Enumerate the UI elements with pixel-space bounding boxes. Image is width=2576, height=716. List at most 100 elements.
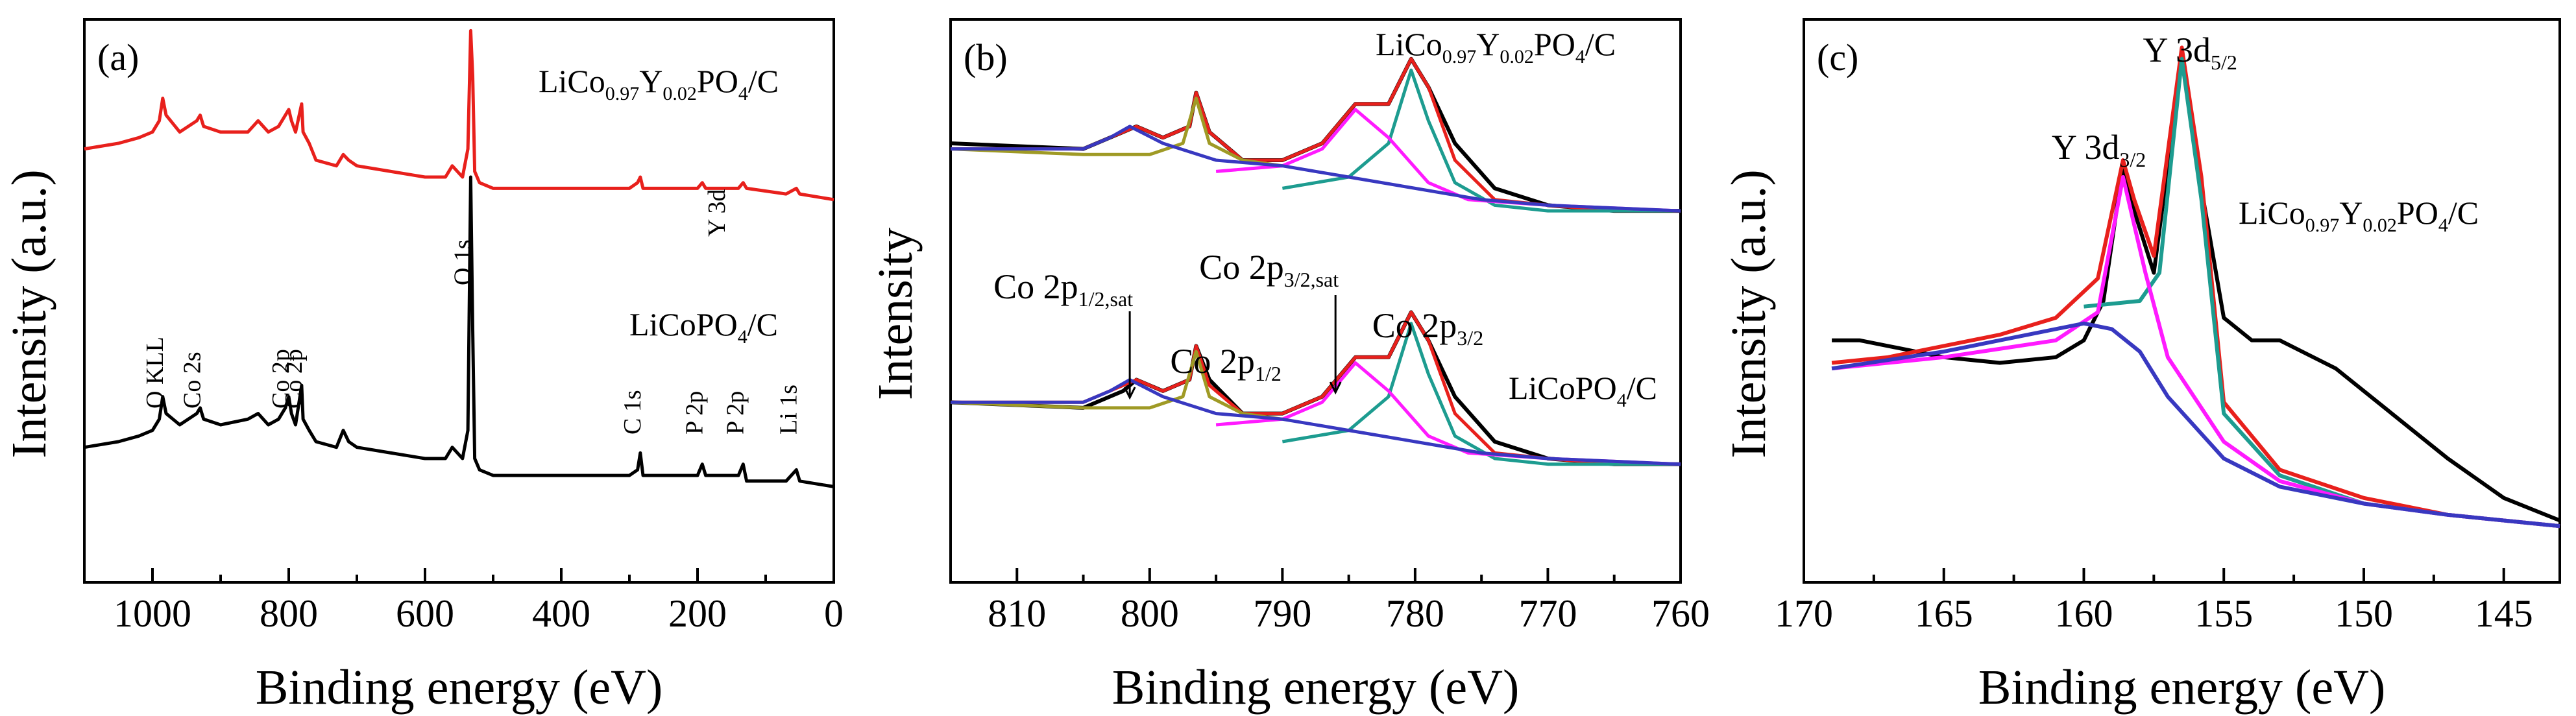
peak-annotation: O KLL — [141, 337, 169, 409]
x-axis-label: Binding energy (eV) — [256, 660, 663, 715]
x-tick-label: 200 — [668, 592, 727, 635]
x-tick-label: 170 — [1775, 592, 1833, 635]
peak-annotation: Co 2p1/2 — [1170, 342, 1281, 385]
series-name-top: LiCo0.97Y0.02PO4/C — [1376, 26, 1616, 67]
x-tick-label: 800 — [1121, 592, 1179, 635]
component-0-5 — [951, 125, 1681, 213]
series-name-top-part: LiCo — [539, 63, 605, 99]
series-name-bottom-part: 4 — [738, 326, 747, 348]
x-tick-label: 0 — [824, 592, 844, 635]
series-name-top-part: LiCo — [1376, 26, 1442, 62]
panel-c: 170 165 160 155 150 145 Binding energy (eV) Int… — [1721, 18, 2561, 715]
series-name-top-part: 0.02 — [662, 83, 697, 104]
x-tick-label: 160 — [2054, 592, 2113, 635]
component-1 — [1831, 45, 2560, 529]
series-name-top-part: PO — [1534, 26, 1575, 62]
peak-annotation-part: 5/2 — [2211, 51, 2237, 74]
x-tick-label: 810 — [988, 592, 1046, 635]
x-tick-label: 800 — [260, 592, 318, 635]
peak-annotation: Y 3d5/2 — [2143, 30, 2237, 74]
series-name-bottom-part: LiCoPO — [1509, 370, 1617, 406]
x-axis-label: Binding energy (eV) — [1112, 660, 1520, 715]
plot-frame — [949, 18, 1682, 584]
series-name-part: LiCo — [2239, 195, 2305, 231]
component-0-2 — [1282, 68, 1681, 213]
x-tick-label: 780 — [1386, 592, 1444, 635]
series-name-top-part: 4 — [738, 83, 748, 104]
x-axis-label: Binding energy (eV) — [1978, 660, 2386, 715]
series-name-part: PO — [2397, 195, 2438, 231]
peak-annotation-part: Co 2p — [1199, 248, 1284, 287]
series-line-0 — [84, 29, 834, 202]
component-1-1 — [951, 310, 1681, 466]
series-line-1 — [84, 175, 834, 488]
panel-label: (c) — [1817, 36, 1858, 78]
series-name-top-part: Y — [639, 63, 662, 99]
series-name-top-part: PO — [697, 63, 738, 99]
series-name-bottom-part: /C — [1627, 370, 1657, 406]
series-name-part: 0.97 — [2305, 215, 2340, 236]
peak-annotation: P 2p — [722, 391, 749, 435]
series-name-top-part: Y — [1476, 26, 1500, 62]
annotation-arrowhead — [1123, 387, 1136, 400]
x-tick-label: 145 — [2475, 592, 2533, 635]
peak-annotation-part: 1/2 — [1255, 362, 1282, 385]
series-name-bottom: LiCoPO4/C — [629, 306, 778, 348]
peak-annotation: Y 3d — [703, 189, 731, 237]
peak-annotation-part: 3/2 — [2119, 148, 2146, 171]
panel-label: (b) — [964, 36, 1008, 78]
peak-annotation: Co 2s — [179, 352, 206, 409]
series-name-part: Y — [2339, 195, 2363, 231]
peak-annotation-part: Y 3d — [2143, 30, 2211, 69]
panel-label: (a) — [97, 36, 139, 78]
series-name-part: 0.02 — [2363, 215, 2397, 236]
x-tick-label: 165 — [1915, 592, 1973, 635]
peak-annotation-part: 1/2,sat — [1078, 287, 1134, 311]
peak-annotation-part: Co 2p — [1170, 342, 1255, 381]
series-name-top: LiCo0.97Y0.02PO4/C — [539, 63, 779, 104]
peak-annotation-part: Co 2p — [1372, 306, 1457, 345]
peak-annotation: C 1s — [619, 390, 646, 435]
peak-annotation: P 2p — [681, 391, 708, 435]
y-axis-label: Intensity — [868, 228, 923, 400]
series-name-part: 4 — [2438, 215, 2448, 236]
peak-annotation: Li 1s — [775, 385, 802, 435]
x-tick-label: 155 — [2194, 592, 2253, 635]
peak-annotation: Co 2p3/2,sat — [1199, 248, 1339, 291]
x-tick-label: 400 — [532, 592, 590, 635]
peak-annotation: Co 2p — [267, 349, 295, 409]
peak-annotation-part: Y 3d — [2052, 128, 2120, 167]
series-name-bottom-part: LiCoPO — [629, 306, 738, 342]
series-name-top-part: /C — [1585, 26, 1616, 62]
series-name-top-part: 0.97 — [605, 83, 640, 104]
x-tick-label: 1000 — [114, 592, 191, 635]
x-tick-label: 770 — [1518, 592, 1577, 635]
series-name-bottom: LiCoPO4/C — [1509, 370, 1657, 411]
series-name: LiCo0.97Y0.02PO4/C — [2239, 195, 2479, 236]
x-tick-label: 790 — [1253, 592, 1311, 635]
panel-b: 810 800 790 780 770 760 Binding energy (eV) Int… — [868, 18, 1710, 715]
component-2 — [2084, 56, 2560, 529]
x-tick-label: 600 — [396, 592, 454, 635]
component-1-4 — [950, 350, 1283, 421]
x-tick-label: 150 — [2335, 592, 2393, 635]
peak-annotation-part: 3/2 — [1457, 326, 1483, 350]
plot-frame — [1803, 18, 2561, 584]
x-tick-label: 760 — [1651, 592, 1710, 635]
component-1-5 — [951, 378, 1681, 466]
series-name-top-part: 4 — [1575, 46, 1585, 67]
series-name-top-part: /C — [748, 63, 779, 99]
series-name-part: /C — [2448, 195, 2479, 231]
annotation-arrowhead — [1329, 381, 1342, 395]
peak-annotation: O 1s — [449, 239, 476, 285]
peak-annotation-part: 3/2,sat — [1284, 268, 1339, 291]
peak-annotation-part: Co 2p — [993, 267, 1078, 306]
plot-frame — [83, 18, 835, 584]
peak-annotation: Y 3d3/2 — [2052, 128, 2146, 171]
component-0-1 — [951, 57, 1681, 213]
peak-annotation: Co 2p — [280, 349, 308, 409]
series-name-top-part: 0.97 — [1442, 46, 1477, 67]
panel-a: 1000 800 600 400 200 0 Binding energy (eV) Inte… — [2, 18, 844, 715]
series-name-bottom-part: 4 — [1617, 390, 1627, 411]
